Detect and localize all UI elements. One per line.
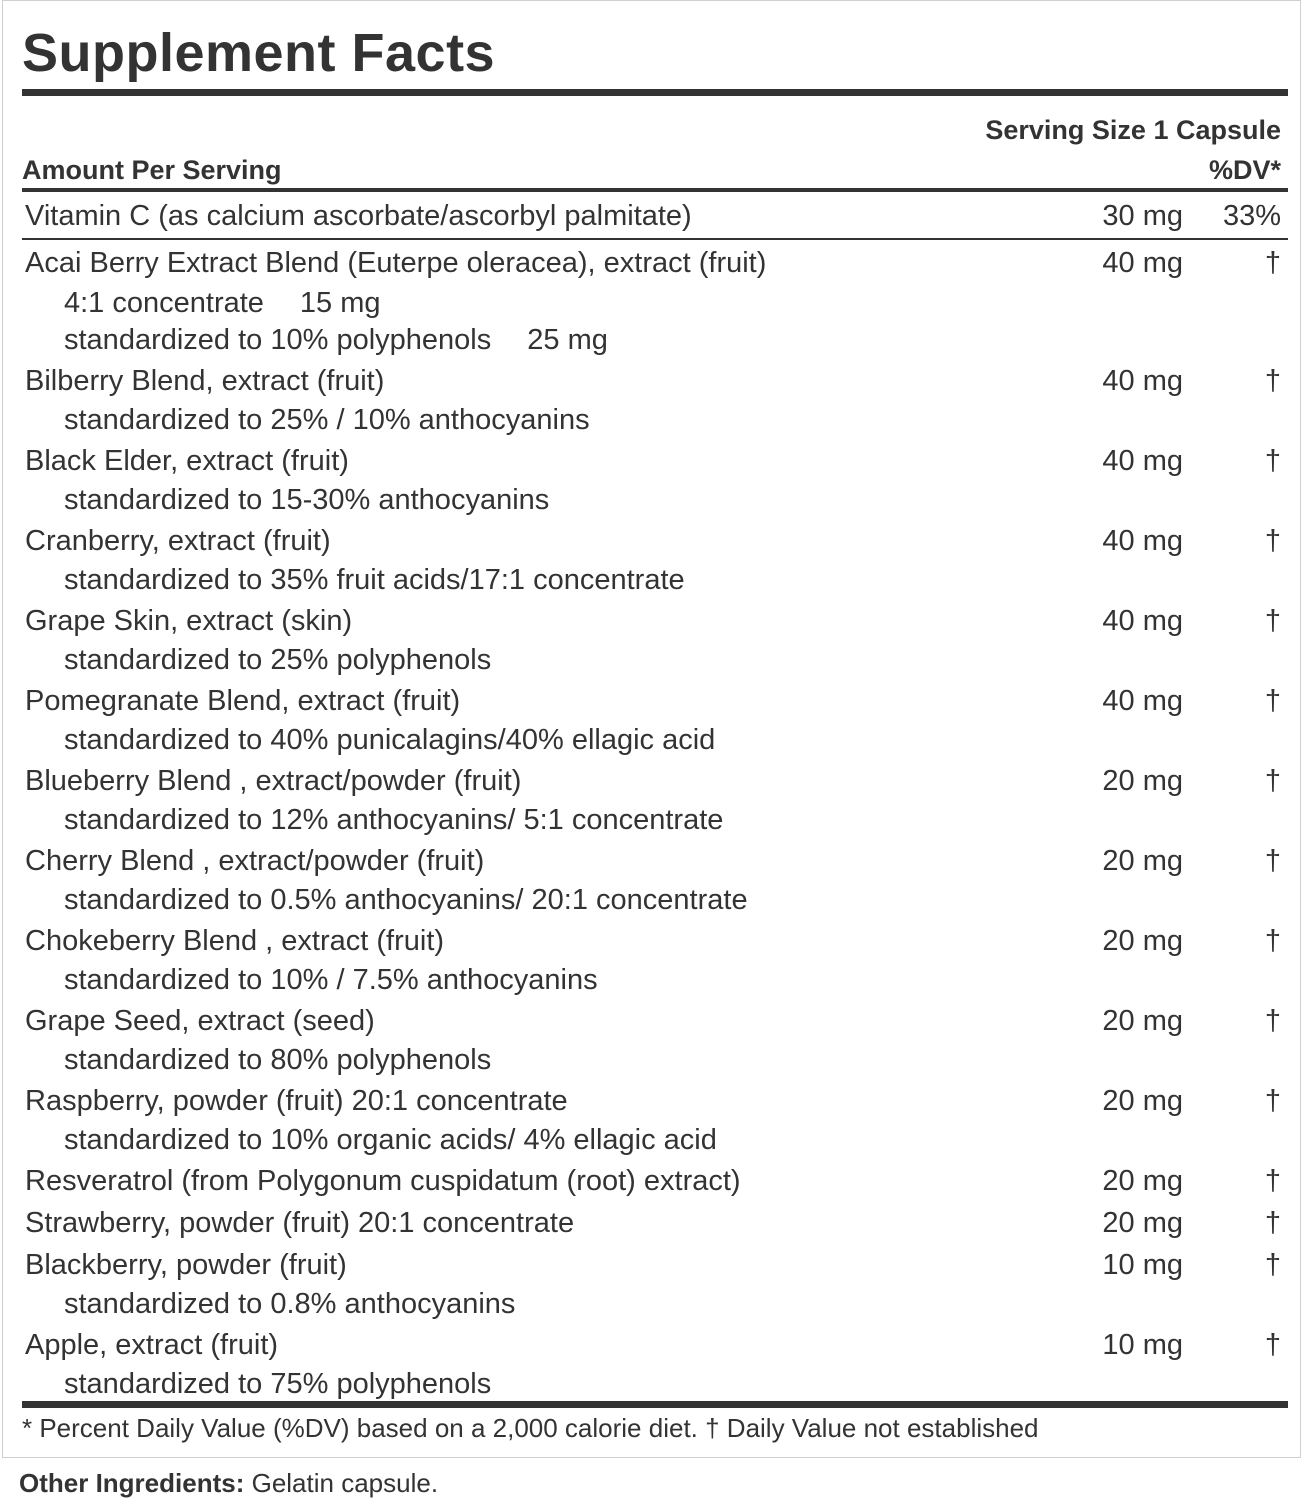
ingredient-dv: †: [1264, 1328, 1281, 1361]
ingredient-dv: †: [1264, 1164, 1281, 1197]
ingredient-dv: †: [1264, 444, 1281, 477]
ingredient-sub-line: standardized to 75% polyphenols: [64, 1366, 491, 1402]
sub-amount: 25 mg: [527, 324, 608, 357]
ingredient-sub-line: standardized to 10% / 7.5% anthocyanins: [64, 962, 598, 998]
ingredient-sub-line: 4:1 concentrate 15 mg: [64, 285, 381, 321]
sub-text: standardized to 0.5% anthocyanins/ 20:1 …: [64, 884, 748, 917]
ingredient-name: Raspberry, powder (fruit) 20:1 concentra…: [25, 1084, 568, 1117]
ingredient-name: Blackberry, powder (fruit): [25, 1248, 347, 1281]
ingredient-sub-line: standardized to 25% / 10% anthocyanins: [64, 402, 590, 438]
ingredient-name: Cherry Blend , extract/powder (fruit): [25, 844, 485, 877]
ingredient-amount: 20 mg: [1102, 1084, 1183, 1117]
ingredient-amount: 40 mg: [1102, 684, 1183, 717]
ingredient-dv: †: [1264, 604, 1281, 637]
ingredient-name: Resveratrol (from Polygonum cuspidatum (…: [25, 1164, 741, 1197]
ingredient-amount: 20 mg: [1102, 1164, 1183, 1197]
vitamin-amount: 30 mg: [1102, 200, 1183, 232]
amount-per-serving-header: Amount Per Serving: [22, 155, 282, 185]
other-ingredients-label: Other Ingredients:: [19, 1468, 245, 1498]
sub-text: standardized to 0.8% anthocyanins: [64, 1288, 516, 1321]
ingredient-amount: 40 mg: [1102, 364, 1183, 397]
other-ingredients: Other Ingredients: Gelatin capsule.: [19, 1466, 438, 1500]
ingredient-name: Cranberry, extract (fruit): [25, 524, 331, 557]
ingredient-sub-line: standardized to 25% polyphenols: [64, 642, 491, 678]
serving-size: Serving Size 1 Capsule: [985, 115, 1281, 145]
sub-text: standardized to 80% polyphenols: [64, 1044, 492, 1077]
daily-value-header: %DV*: [1208, 155, 1281, 185]
header-divider: [22, 188, 1288, 192]
ingredient-sub-line: standardized to 0.5% anthocyanins/ 20:1 …: [64, 882, 748, 918]
bottom-divider: [22, 1401, 1288, 1408]
sub-text: standardized to 75% polyphenols: [64, 1368, 492, 1401]
panel-title: Supplement Facts: [22, 23, 496, 83]
ingredient-name: Pomegranate Blend, extract (fruit): [25, 684, 461, 717]
ingredient-amount: 40 mg: [1102, 604, 1183, 637]
ingredient-amount: 40 mg: [1102, 444, 1183, 477]
ingredient-sub-line: standardized to 0.8% anthocyanins: [64, 1286, 515, 1322]
ingredient-amount: 40 mg: [1102, 247, 1183, 279]
vitamin-divider: [22, 238, 1288, 240]
vitamin-name: Vitamin C (as calcium ascorbate/ascorbyl…: [25, 200, 692, 232]
ingredient-dv: †: [1264, 924, 1281, 957]
ingredient-dv: †: [1264, 764, 1281, 797]
top-divider: [22, 89, 1288, 96]
ingredient-amount: 20 mg: [1102, 764, 1183, 797]
ingredient-sub-line: standardized to 12% anthocyanins/ 5:1 co…: [64, 802, 723, 838]
ingredient-dv: †: [1264, 524, 1281, 557]
ingredient-name: Blueberry Blend , extract/powder (fruit): [25, 764, 522, 797]
sub-text: standardized to 10% organic acids/ 4% el…: [64, 1124, 717, 1157]
supplement-facts-panel: Supplement Facts Serving Size 1 Capsule …: [2, 0, 1301, 1458]
ingredient-amount: 20 mg: [1102, 1206, 1183, 1239]
sub-text: standardized to 10% / 7.5% anthocyanins: [64, 964, 598, 997]
sub-text: standardized to 25% / 10% anthocyanins: [64, 404, 590, 437]
ingredient-amount: 40 mg: [1102, 524, 1183, 557]
sub-text: standardized to 15-30% anthocyanins: [64, 484, 550, 517]
sub-text: standardized to 25% polyphenols: [64, 644, 492, 677]
ingredient-dv: †: [1264, 364, 1281, 397]
ingredient-dv: †: [1264, 1084, 1281, 1117]
ingredient-name: Strawberry, powder (fruit) 20:1 concentr…: [25, 1206, 575, 1239]
ingredient-name: Apple, extract (fruit): [25, 1328, 279, 1361]
ingredient-dv: †: [1264, 684, 1281, 717]
ingredient-name: Grape Skin, extract (skin): [25, 604, 353, 637]
ingredient-sub-line: standardized to 35% fruit acids/17:1 con…: [64, 562, 685, 598]
sub-text: standardized to 10% polyphenols: [64, 324, 492, 357]
sub-text: standardized to 40% punicalagins/40% ell…: [64, 724, 716, 757]
ingredient-amount: 20 mg: [1102, 1004, 1183, 1037]
ingredient-dv: †: [1264, 1248, 1281, 1281]
ingredient-sub-line: standardized to 15-30% anthocyanins: [64, 482, 549, 518]
vitamin-dv: 33%: [1222, 200, 1281, 232]
ingredient-sub-line: standardized to 10% polyphenols 25 mg: [64, 322, 608, 358]
ingredient-amount: 10 mg: [1102, 1248, 1183, 1281]
ingredient-dv: †: [1264, 247, 1281, 279]
other-ingredients-value: Gelatin capsule.: [251, 1468, 439, 1498]
ingredient-name: Black Elder, extract (fruit): [25, 444, 349, 477]
ingredient-dv: †: [1264, 1206, 1281, 1239]
ingredient-amount: 10 mg: [1102, 1328, 1183, 1361]
ingredient-name: Grape Seed, extract (seed): [25, 1004, 375, 1037]
sub-text: standardized to 12% anthocyanins/ 5:1 co…: [64, 804, 724, 837]
ingredient-sub-line: standardized to 40% punicalagins/40% ell…: [64, 722, 715, 758]
ingredient-name: Chokeberry Blend , extract (fruit): [25, 924, 445, 957]
ingredient-dv: †: [1264, 1004, 1281, 1037]
sub-text: standardized to 35% fruit acids/17:1 con…: [64, 564, 685, 597]
ingredient-amount: 20 mg: [1102, 924, 1183, 957]
footnote: * Percent Daily Value (%DV) based on a 2…: [22, 1413, 1039, 1443]
ingredient-name: Bilberry Blend, extract (fruit): [25, 364, 385, 397]
sub-text: 4:1 concentrate: [64, 286, 264, 319]
ingredient-name: Acai Berry Extract Blend (Euterpe olerac…: [25, 247, 767, 279]
ingredient-sub-line: standardized to 10% organic acids/ 4% el…: [64, 1122, 717, 1158]
ingredient-dv: †: [1264, 844, 1281, 877]
ingredient-amount: 20 mg: [1102, 844, 1183, 877]
ingredient-sub-line: standardized to 80% polyphenols: [64, 1042, 491, 1078]
sub-amount: 15 mg: [299, 286, 381, 319]
